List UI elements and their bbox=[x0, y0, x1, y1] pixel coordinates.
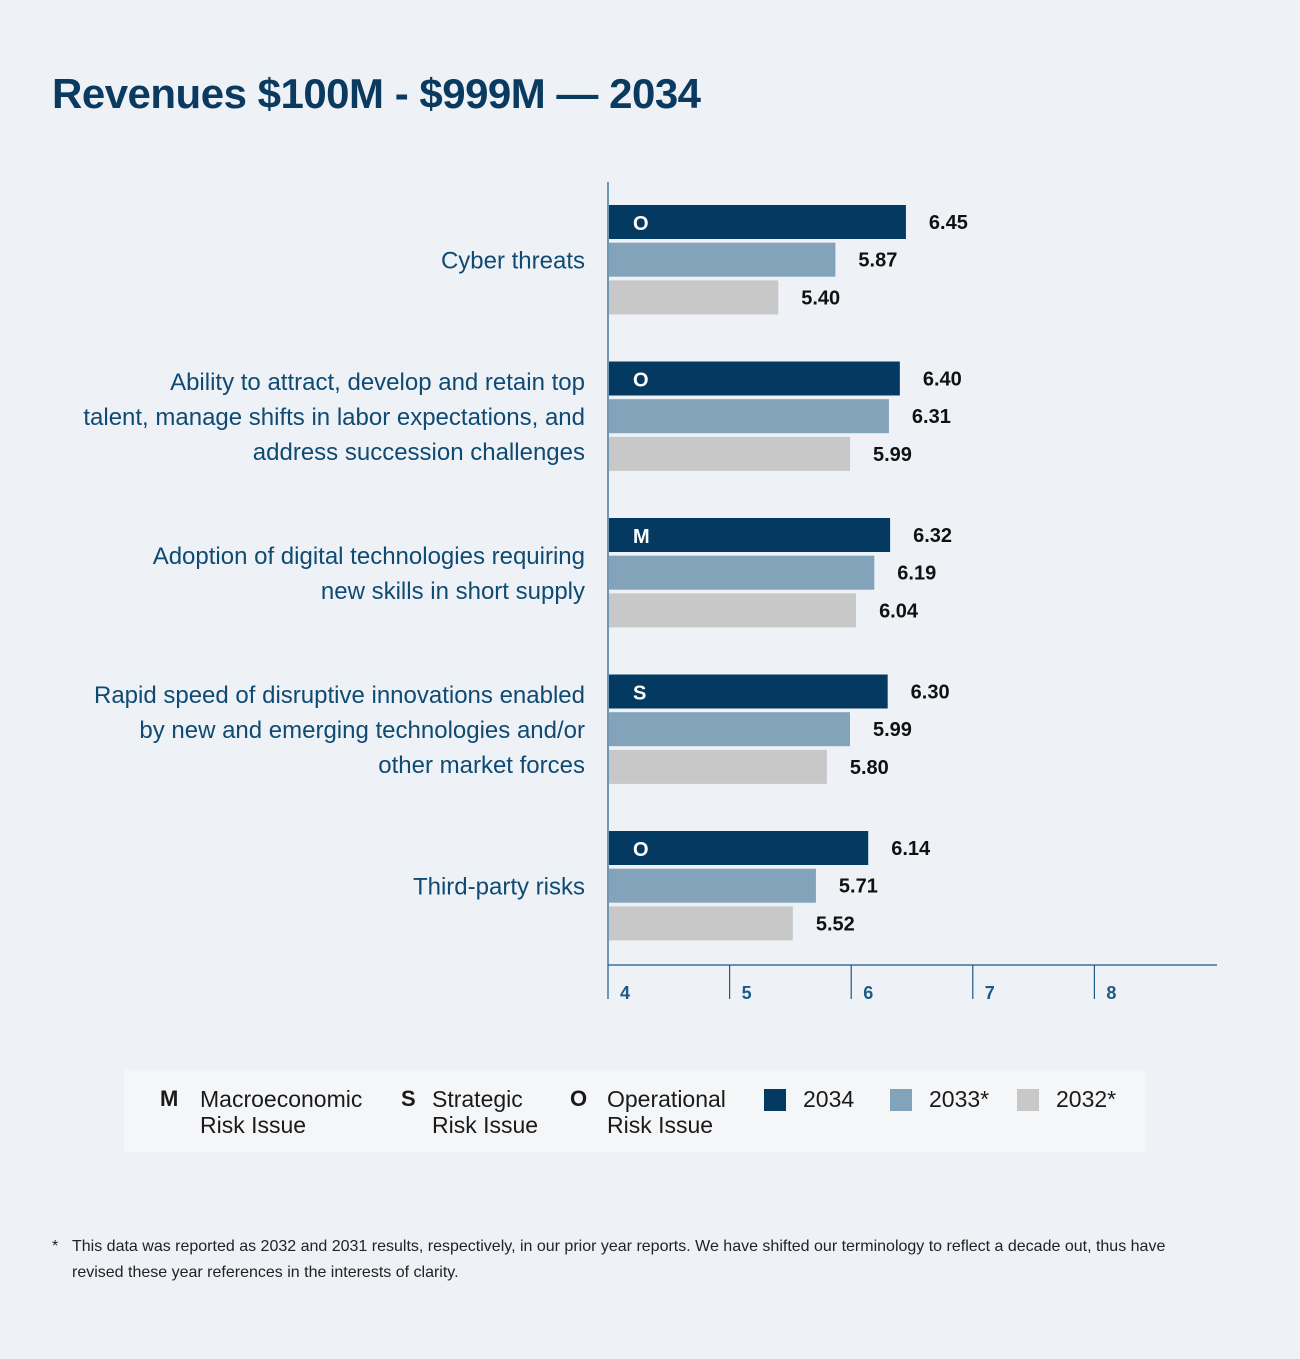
data-label: 5.99 bbox=[873, 444, 912, 466]
data-label: 6.45 bbox=[929, 212, 968, 234]
legend-letter-o: O bbox=[570, 1086, 588, 1111]
risk-type-code: S bbox=[633, 683, 646, 705]
category-label: Rapid speed of disruptive innovations en… bbox=[94, 682, 585, 709]
category-label: talent, manage shifts in labor expectati… bbox=[83, 404, 585, 431]
legend-letter-m: M bbox=[160, 1086, 179, 1111]
bar-2034 bbox=[609, 831, 869, 865]
chart-title: Revenues $100M - $999M — 2034 bbox=[52, 70, 701, 117]
bar-2033 bbox=[609, 555, 875, 590]
data-label: 5.71 bbox=[839, 876, 878, 898]
x-tick-label: 7 bbox=[985, 983, 995, 1003]
legend-strategic-line2: Risk Issue bbox=[432, 1112, 539, 1138]
category-label: other market forces bbox=[378, 752, 585, 779]
data-label: 6.04 bbox=[879, 600, 919, 622]
bar-2032 bbox=[609, 436, 850, 471]
bar-2034 bbox=[609, 205, 906, 239]
data-label: 6.19 bbox=[897, 563, 936, 585]
legend-text-strategic: Strategic Risk Issue bbox=[432, 1086, 538, 1138]
bar-2032 bbox=[609, 749, 827, 784]
category-label: Cyber threats bbox=[441, 248, 585, 275]
legend-macroeconomic-line2: Risk Issue bbox=[200, 1112, 307, 1138]
category-label: Ability to attract, develop and retain t… bbox=[170, 369, 585, 396]
bar-chart: 4 5 6 7 8 Cyber threats 6.45 O 5.87 5.40 Ability t… bbox=[83, 182, 1217, 1003]
x-tick-label: 5 bbox=[742, 983, 752, 1003]
bar-2034 bbox=[609, 361, 900, 396]
legend-label-2034: 2034 bbox=[803, 1086, 855, 1112]
legend: M Macroeconomic Risk Issue S Strategic R… bbox=[124, 1070, 1146, 1152]
legend-operational-line1: Operational bbox=[607, 1086, 726, 1112]
data-label: 6.40 bbox=[923, 369, 962, 391]
legend-text-macroeconomic: Macroeconomic Risk Issue bbox=[200, 1086, 362, 1138]
bar-2034 bbox=[609, 674, 888, 709]
category-label: address succession challenges bbox=[253, 439, 585, 466]
data-label: 5.99 bbox=[873, 719, 912, 741]
data-label: 6.30 bbox=[911, 682, 950, 704]
risk-type-code: M bbox=[633, 526, 650, 548]
legend-text-operational: Operational Risk Issue bbox=[607, 1086, 726, 1138]
legend-macroeconomic-line1: Macroeconomic bbox=[200, 1086, 363, 1112]
x-tick-label: 4 bbox=[620, 983, 630, 1003]
footnote-marker: * bbox=[52, 1238, 59, 1255]
bar-2032 bbox=[609, 593, 857, 628]
data-label: 6.31 bbox=[912, 406, 951, 428]
legend-swatch-2034 bbox=[764, 1089, 786, 1111]
legend-swatch-2032 bbox=[1017, 1089, 1039, 1111]
bar-2033 bbox=[609, 242, 836, 277]
bar-2034 bbox=[609, 518, 891, 552]
data-label: 5.80 bbox=[850, 757, 889, 779]
bar-2033 bbox=[609, 399, 889, 434]
data-label: 5.87 bbox=[858, 250, 897, 272]
bar-2032 bbox=[609, 906, 793, 941]
x-tick-label: 8 bbox=[1106, 983, 1116, 1003]
x-tick-label: 6 bbox=[863, 983, 873, 1003]
legend-strategic-line1: Strategic bbox=[432, 1086, 523, 1112]
bar-2032 bbox=[609, 280, 779, 315]
data-label: 6.14 bbox=[891, 838, 931, 860]
legend-operational-line2: Risk Issue bbox=[607, 1112, 714, 1138]
risk-type-code: O bbox=[633, 370, 649, 392]
bar-2033 bbox=[609, 712, 850, 747]
risk-type-code: O bbox=[633, 213, 649, 235]
bar-2033 bbox=[609, 868, 816, 903]
data-label: 5.52 bbox=[816, 913, 855, 935]
category-label: new skills in short supply bbox=[321, 578, 585, 605]
category-label: Adoption of digital technologies requiri… bbox=[153, 543, 585, 570]
footnote-text: This data was reported as 2032 and 2031 … bbox=[72, 1238, 1166, 1281]
data-label: 6.32 bbox=[913, 525, 952, 547]
legend-label-2033: 2033* bbox=[929, 1086, 990, 1112]
legend-label-2032: 2032* bbox=[1056, 1086, 1117, 1112]
category-label: by new and emerging technologies and/or bbox=[139, 717, 585, 744]
risk-type-code: O bbox=[633, 839, 649, 861]
legend-swatch-2033 bbox=[890, 1089, 912, 1111]
legend-letter-s: S bbox=[401, 1086, 416, 1111]
category-label: Third-party risks bbox=[413, 874, 585, 901]
data-label: 5.40 bbox=[801, 287, 840, 309]
